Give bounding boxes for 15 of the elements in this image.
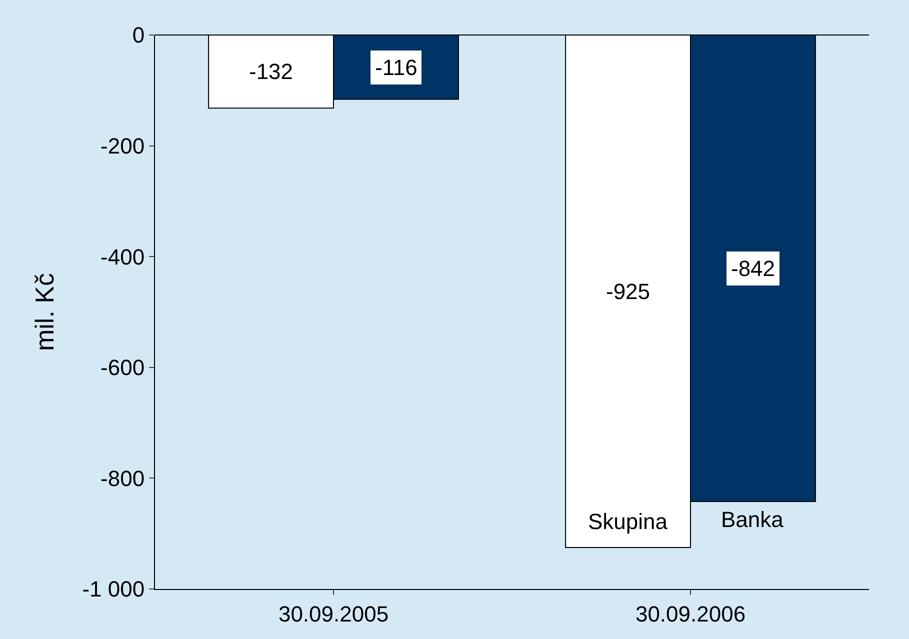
series-label: Banka	[721, 507, 784, 532]
y-tick-label: -600	[100, 355, 145, 380]
data-label: -925	[606, 279, 650, 304]
data-label: -116	[375, 55, 418, 80]
data-label: -132	[249, 59, 294, 84]
y-tick-label: 0	[132, 22, 145, 48]
data-label: -842	[731, 256, 776, 281]
x-tick-label: 30.09.2006	[635, 601, 746, 626]
x-tick-label: 30.09.2005	[278, 601, 389, 626]
series-label: Skupina	[588, 509, 668, 534]
y-tick-label: -1 000	[82, 576, 145, 602]
y-tick-label: -200	[100, 134, 145, 158]
y-tick-label: -800	[100, 466, 145, 491]
y-tick-label: -400	[100, 244, 145, 270]
y-axis-title: mil. Kč	[30, 273, 60, 351]
